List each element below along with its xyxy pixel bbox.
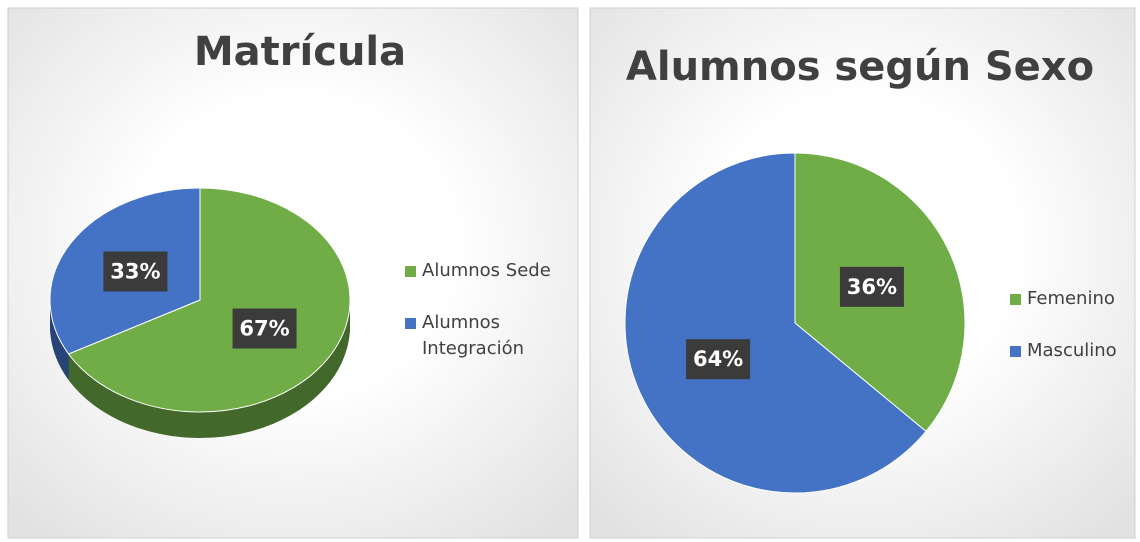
legend-swatch: [405, 318, 416, 329]
value-label: 64%: [693, 347, 743, 371]
legend-label: Alumnos Integración: [422, 312, 525, 359]
slice: [67, 187, 351, 413]
value-label-box: [103, 251, 168, 292]
legend-swatch: [1010, 294, 1021, 305]
legend-swatch: [1010, 346, 1021, 357]
legend-item: Alumnos Integración: [405, 310, 555, 362]
legend: Alumnos Sede Alumnos Integración: [405, 258, 555, 388]
legend-item: Masculino: [1010, 338, 1140, 364]
legend-item: Alumnos Sede: [405, 258, 555, 284]
value-label: 36%: [847, 275, 897, 299]
slice: [624, 152, 927, 494]
chart-title: Matrícula: [194, 29, 406, 75]
value-label: 33%: [110, 259, 160, 283]
legend-item: Femenino: [1010, 286, 1140, 312]
value-label-box: [839, 266, 904, 307]
legend: Femenino Masculino: [1010, 286, 1140, 390]
value-label: 67%: [239, 317, 289, 341]
legend-swatch: [405, 266, 416, 277]
legend-label: Femenino: [1027, 288, 1115, 309]
legend-label: Masculino: [1027, 340, 1117, 361]
legend-label: Alumnos Sede: [422, 260, 551, 281]
value-label-box: [232, 308, 297, 349]
chart-title: Alumnos según Sexo: [626, 44, 1094, 90]
value-label-box: [686, 339, 751, 380]
